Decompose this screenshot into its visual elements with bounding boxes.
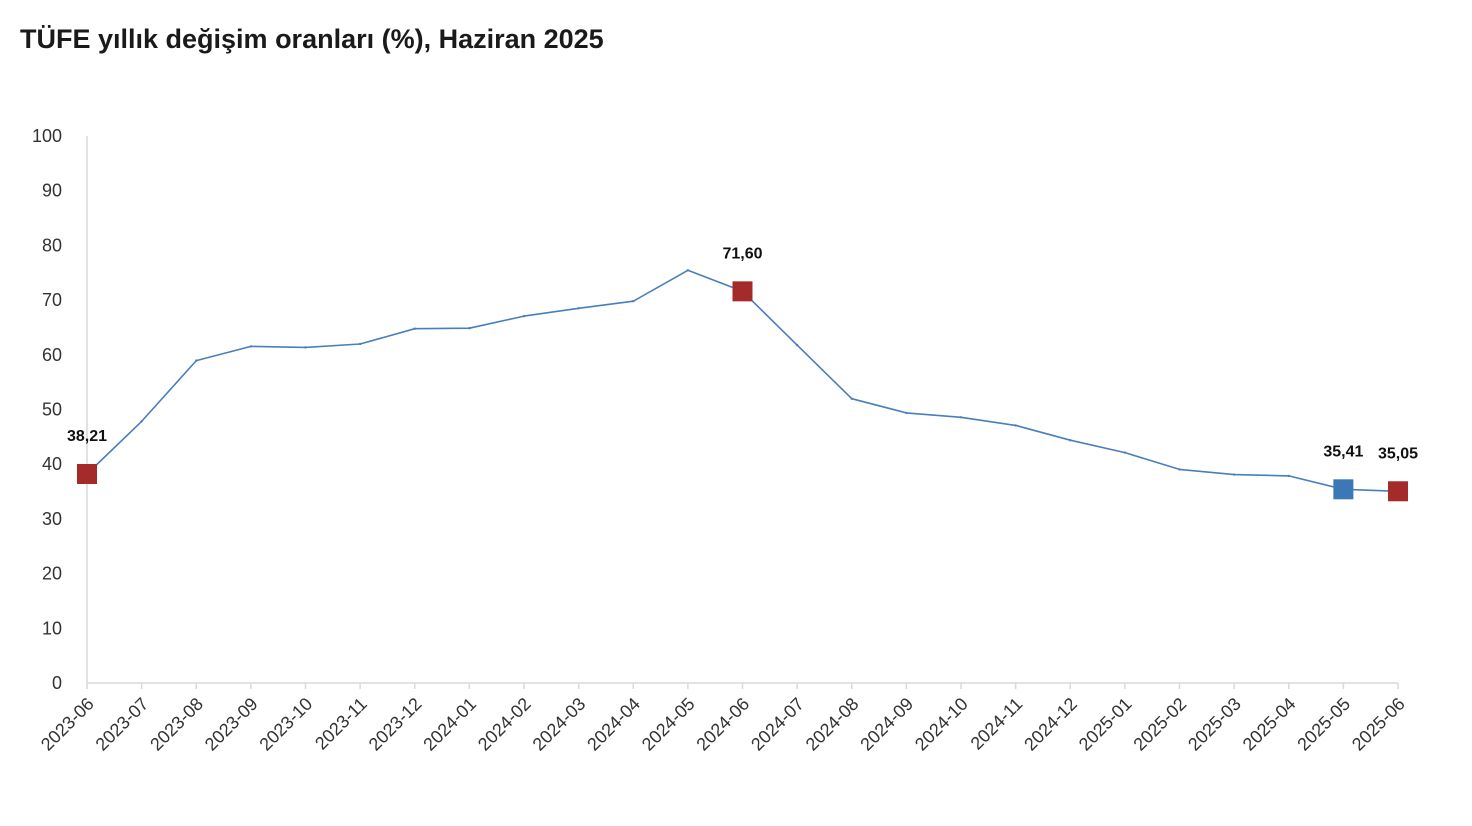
y-axis-ticks: 0 10 20 30 40 50 60 70 80 90 100 [32,126,62,693]
data-point [1178,468,1181,471]
highlight-marker [1388,481,1408,502]
x-tick-label: 2025-03 [1184,694,1245,755]
y-tick-label: 30 [42,509,62,529]
data-label: 38,21 [67,428,107,445]
x-tick-label: 2024-03 [529,694,590,755]
chart-axes [86,136,1398,684]
data-point [577,307,580,310]
data-label: 35,41 [1323,443,1363,460]
data-point [468,327,471,330]
data-point [304,346,307,349]
x-tick-label: 2025-02 [1129,694,1190,755]
x-tick-label: 2024-11 [967,694,1027,754]
y-tick-label: 50 [42,400,62,420]
x-tick-label: 2025-04 [1239,694,1300,755]
data-point [905,411,908,415]
x-tick-label: 2024-07 [747,694,808,755]
chart-title: TÜFE yıllık değişim oranları (%), Hazira… [20,24,604,54]
data-point [1069,439,1072,442]
x-tick-label: 2025-01 [1075,694,1136,755]
y-tick-label: 0 [52,673,62,693]
x-tick-label: 2023-11 [311,694,371,754]
x-tick-label: 2025-05 [1293,694,1354,755]
data-point [249,345,253,348]
x-tick-label: 2025-06 [1348,694,1409,755]
x-tick-label: 2023-10 [255,694,316,755]
x-tick-label: 2023-06 [37,694,98,755]
x-tick-label: 2024-10 [911,694,972,755]
x-tick-label: 2024-05 [638,694,699,755]
x-tick-label: 2024-01 [419,694,480,755]
data-point [413,327,416,330]
data-point [1123,451,1127,454]
data-label: 71,60 [722,245,762,262]
data-point [195,359,198,362]
x-tick-label: 2023-12 [365,694,426,755]
y-tick-label: 70 [42,290,62,310]
x-axis-ticks: 2023-062023-072023-082023-092023-102023-… [37,683,1409,755]
y-tick-label: 90 [42,181,62,201]
data-point [1232,473,1236,476]
data-point [632,299,635,303]
x-tick-label: 2023-09 [201,694,262,755]
highlight-marker [1333,479,1354,500]
y-tick-label: 20 [42,564,62,584]
series-group [85,269,1400,493]
data-point [686,269,690,272]
data-point [959,416,963,419]
x-tick-label: 2024-04 [583,694,644,755]
x-tick-label: 2024-08 [802,694,863,755]
y-tick-label: 60 [42,345,62,365]
data-label: 35,05 [1378,445,1418,462]
y-tick-label: 10 [42,618,62,638]
series-line-0 [86,269,1399,493]
data-point [1287,474,1290,478]
x-tick-label: 2023-08 [146,694,207,755]
x-tick-label: 2024-09 [856,694,917,755]
y-tick-label: 100 [32,126,62,146]
data-point [358,342,362,346]
markers-group [77,281,1408,502]
y-tick-label: 80 [42,235,62,255]
x-tick-label: 2023-07 [92,694,153,755]
highlight-marker [77,463,97,484]
data-labels-group: 38,21 71,60 35,41 35,05 [67,245,1418,462]
data-point [140,420,143,423]
data-point [1014,424,1017,427]
data-point [850,397,853,400]
highlight-marker [732,281,753,302]
x-tick-label: 2024-12 [1020,694,1081,755]
data-point [795,343,799,347]
x-tick-label: 2024-02 [474,694,535,755]
y-tick-label: 40 [42,454,62,474]
data-point [522,314,526,318]
x-tick-label: 2024-06 [692,694,753,755]
